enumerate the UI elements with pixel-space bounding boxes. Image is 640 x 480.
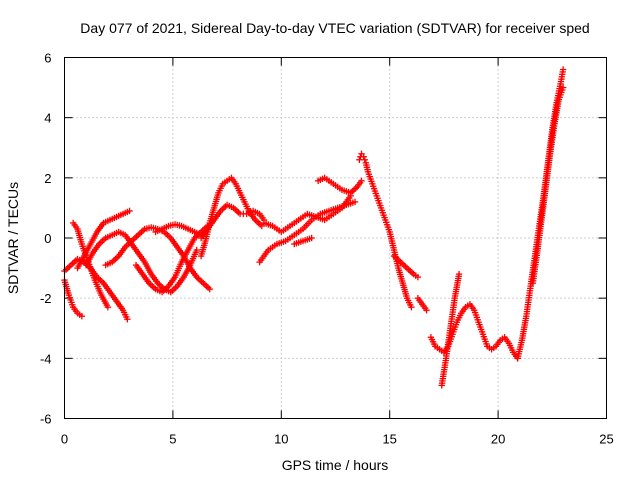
data-points (61, 66, 567, 389)
data-point (124, 316, 131, 323)
y-axis-label: SDTVAR / TECUs (5, 182, 21, 294)
data-point (423, 307, 430, 314)
data-point (360, 153, 367, 160)
data-point (356, 156, 363, 163)
data-point (559, 84, 567, 91)
data-point (78, 313, 86, 320)
y-tick-label: -2 (40, 291, 52, 306)
x-tick-label: 20 (491, 432, 505, 447)
data-point (126, 207, 133, 215)
y-tick-label: 6 (44, 51, 51, 66)
plot-frame (64, 57, 607, 419)
data-point (193, 246, 200, 254)
chart-title: Day 077 of 2021, Sidereal Day-to-day VTE… (80, 20, 589, 36)
y-tick-label: 2 (44, 171, 51, 186)
data-point (408, 303, 415, 311)
data-point (206, 285, 213, 293)
data-point (361, 156, 368, 163)
x-tick-label: 15 (382, 432, 396, 447)
y-tick-label: -4 (40, 351, 52, 366)
x-tick-label: 5 (169, 432, 176, 447)
data-point (308, 234, 315, 242)
data-point (414, 273, 422, 281)
data-point (559, 66, 567, 73)
data-point (358, 177, 365, 185)
y-tick-labels: -6 -4 -2 0 2 4 6 (40, 51, 52, 427)
y-tick-label: -6 (40, 412, 52, 427)
y-tick-label: 4 (44, 111, 51, 126)
x-tick-label: 10 (274, 432, 288, 447)
x-axis-label: GPS time / hours (282, 457, 389, 473)
x-tick-label: 0 (61, 432, 68, 447)
y-tick-label: 0 (44, 231, 51, 246)
data-point (351, 198, 359, 206)
data-point (455, 270, 463, 278)
x-tick-labels: 0 5 10 15 20 25 (61, 432, 614, 447)
x-tick-label: 25 (599, 432, 613, 447)
data-point (104, 303, 112, 311)
grid-lines (64, 57, 607, 419)
